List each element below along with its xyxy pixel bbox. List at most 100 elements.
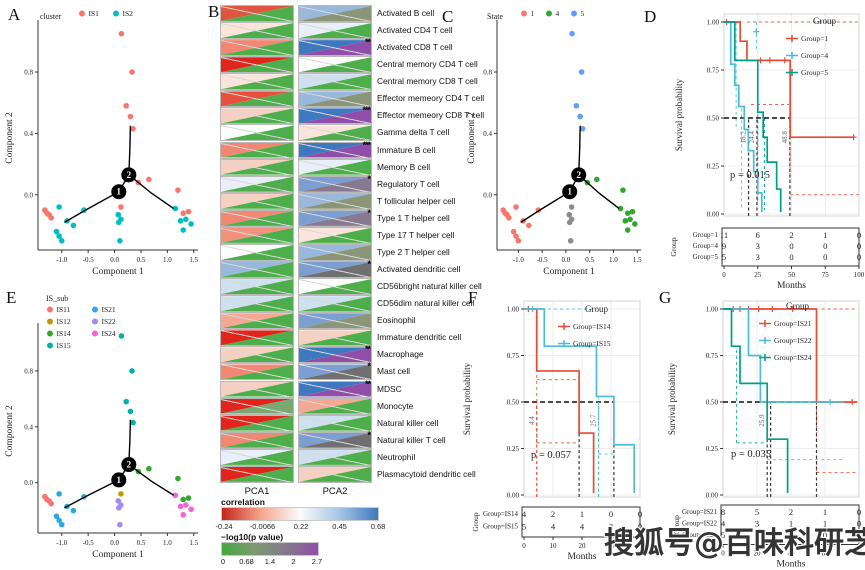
data-point: [53, 513, 60, 520]
data-point: [130, 125, 136, 132]
heatmap-cell-pca1: [221, 23, 293, 39]
risk-count: 2: [789, 507, 793, 517]
x-tick-label: -1.0: [56, 256, 68, 264]
risk-row-label: Group=IS21: [682, 508, 718, 516]
heatmap-cell-pca2: [299, 227, 371, 243]
heatmap-cell-pca2: [299, 279, 371, 295]
legend-label: 4: [556, 9, 560, 18]
heatmap-cell-pca1: [221, 6, 293, 21]
x-axis-label: Component 1: [543, 267, 595, 277]
heatmap-cell-pca1: [221, 227, 293, 243]
x-tick-label: 20: [754, 550, 762, 558]
x-tick-label: -0.5: [83, 539, 95, 547]
heatmap-cell-pca1: [221, 466, 293, 482]
pvalue-tick-label: 1.4: [264, 557, 276, 566]
x-tick-label: 1.5: [189, 539, 198, 547]
significance-stars: **: [364, 344, 371, 355]
heatmap-cell-pca2: [299, 91, 371, 107]
y-axis-label: Survival probability: [462, 362, 472, 435]
heatmap-cell-pca2: [299, 296, 371, 312]
data-point: [188, 221, 194, 227]
data-point: [172, 205, 179, 212]
cell-diagonal: [299, 91, 371, 107]
heatmap-cell-pca1: [221, 313, 293, 329]
legend-title: cluster: [40, 12, 62, 21]
censor-mark: [769, 306, 776, 312]
data-point: [172, 492, 179, 499]
cell-diagonal: [299, 193, 371, 209]
trajectory-node: [562, 184, 578, 200]
panel-letter-e: E: [6, 288, 17, 307]
data-point: [115, 211, 122, 218]
risk-count: 1: [789, 519, 793, 529]
heatmap-cell-pca2: [299, 74, 371, 90]
cell-diagonal: [299, 381, 371, 397]
y-tick-label: 0.25: [706, 445, 719, 453]
pvalue-legend-title: −log10(p value): [221, 532, 284, 542]
panel-letter-g: G: [659, 288, 672, 307]
heatmap-cell-pca2: [299, 244, 371, 260]
significance-stars: *: [367, 259, 370, 270]
data-point: [566, 219, 573, 226]
censor-mark: [827, 399, 834, 405]
cell-diagonal: [299, 296, 371, 312]
data-point: [70, 507, 77, 514]
celltype-label: Activated CD8 T cell: [377, 42, 453, 53]
risk-count: 4: [551, 522, 556, 532]
legend-label: IS15: [57, 341, 71, 350]
cell-diagonal: [221, 142, 293, 158]
heatmap-cell-pca1: [221, 57, 293, 73]
x-tick-label: 25: [754, 271, 762, 279]
y-axis-label: Component 2: [5, 405, 15, 457]
risk-table-box: [521, 506, 641, 538]
heatmap-cell-pca2: *: [299, 208, 371, 226]
data-point: [115, 219, 122, 226]
legend-label: Group=IS24: [774, 353, 812, 362]
cell-diagonal: [221, 227, 293, 243]
x-tick-label: -0.5: [537, 256, 549, 264]
legend-label: IS1: [89, 9, 100, 18]
data-point: [146, 465, 152, 472]
risk-count: 5: [755, 507, 759, 517]
data-point: [515, 237, 522, 244]
celltype-label: Central memory CD8 T cell: [377, 76, 478, 87]
data-point: [526, 222, 532, 229]
x-tick-label: 60: [822, 550, 830, 558]
legend-dot: [92, 306, 98, 313]
data-point: [569, 30, 575, 37]
risk-count: 5: [722, 252, 726, 262]
risk-count: 0: [609, 509, 613, 519]
data-point: [180, 227, 187, 233]
cell-diagonal: [299, 279, 371, 295]
cell-diagonal: [221, 432, 293, 448]
heatmap-cell-pca2: [299, 330, 371, 346]
x-axis-label: Component 1: [92, 267, 144, 277]
plot-border: [722, 300, 860, 498]
correlation-tick-label: 0.45: [332, 522, 347, 531]
legend-title: Group: [813, 16, 836, 26]
x-axis-label: Component 1: [92, 550, 144, 560]
risk-count: 2: [609, 522, 613, 532]
celltype-label: Eosinophil: [377, 315, 416, 326]
data-point: [573, 102, 580, 109]
y-axis-label: Survival probability: [674, 78, 684, 151]
x-tick-label: 50: [788, 271, 796, 279]
data-point: [117, 237, 123, 244]
panel-letter-d: D: [644, 7, 657, 26]
celltype-label: Macrophage: [377, 349, 424, 360]
legend-dot: [546, 10, 552, 17]
risk-count: 5: [522, 522, 526, 532]
survival-curve: [524, 308, 595, 494]
heatmap-cell-pca2: [299, 57, 371, 73]
trajectory-node-label: 2: [127, 460, 132, 470]
legend-label: Group=IS15: [573, 339, 611, 348]
heatmap-cell-pca1: [221, 432, 293, 448]
legend-title: Group: [786, 301, 809, 311]
panel-e-chart: -1.0 -0.5 0.0 0.5 1.0 1.5 0.0 0.4 0.8 Component 1…: [5, 294, 199, 560]
celltype-label: Central memory CD4 T cell: [377, 59, 478, 70]
significance-stars: *: [367, 173, 370, 184]
censor-mark: [529, 306, 536, 312]
y-tick-label: 0.4: [24, 423, 33, 431]
median-label: 4.4: [528, 416, 536, 425]
x-axis-label: Months: [776, 560, 805, 570]
